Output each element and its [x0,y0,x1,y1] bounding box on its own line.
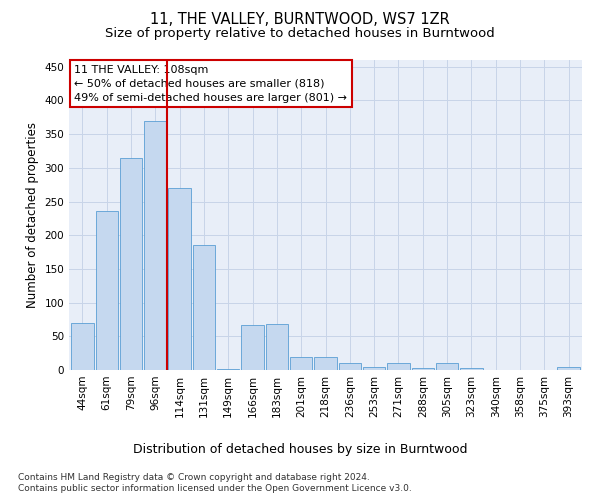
Text: Distribution of detached houses by size in Burntwood: Distribution of detached houses by size … [133,442,467,456]
Bar [314,357,337,370]
Bar [460,368,482,370]
Bar [387,364,410,370]
Text: 11 THE VALLEY: 108sqm
← 50% of detached houses are smaller (818)
49% of semi-det: 11 THE VALLEY: 108sqm ← 50% of detached … [74,64,347,102]
Text: Size of property relative to detached houses in Burntwood: Size of property relative to detached ho… [105,28,495,40]
Bar [71,323,94,370]
Bar [193,246,215,370]
Bar [436,364,458,370]
Bar [557,368,580,370]
Bar [169,188,191,370]
Bar [95,211,118,370]
Bar [363,366,385,370]
Text: Contains HM Land Registry data © Crown copyright and database right 2024.: Contains HM Land Registry data © Crown c… [18,472,370,482]
Bar [266,324,288,370]
Bar [120,158,142,370]
Text: Contains public sector information licensed under the Open Government Licence v3: Contains public sector information licen… [18,484,412,493]
Bar [217,368,239,370]
Bar [290,356,313,370]
Bar [144,120,166,370]
Bar [412,368,434,370]
Bar [338,364,361,370]
Y-axis label: Number of detached properties: Number of detached properties [26,122,39,308]
Bar [241,325,264,370]
Text: 11, THE VALLEY, BURNTWOOD, WS7 1ZR: 11, THE VALLEY, BURNTWOOD, WS7 1ZR [150,12,450,28]
